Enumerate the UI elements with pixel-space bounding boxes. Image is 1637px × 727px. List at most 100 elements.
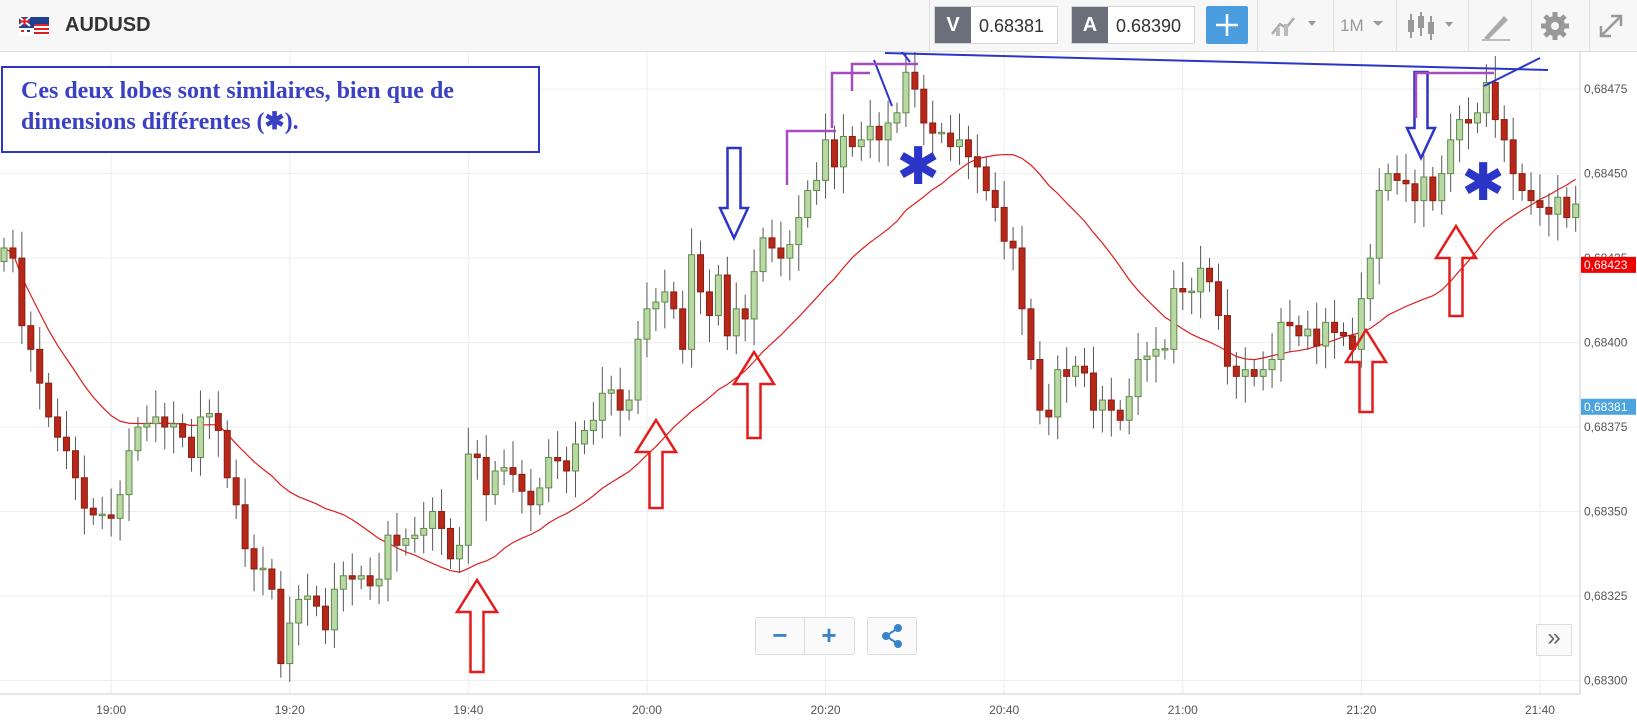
candle-body xyxy=(1081,365,1089,374)
candle xyxy=(1197,245,1205,319)
y-tick-label: 0,68350 xyxy=(1584,505,1628,519)
share-icon xyxy=(882,624,902,648)
share-button[interactable] xyxy=(867,617,917,655)
candle xyxy=(991,172,999,222)
candle-body xyxy=(447,527,454,560)
candle xyxy=(1536,174,1544,226)
candle xyxy=(518,460,526,514)
candle xyxy=(330,562,338,649)
candle xyxy=(625,389,633,421)
candle-body xyxy=(920,88,928,124)
candle-body xyxy=(723,274,731,337)
candle xyxy=(1393,155,1401,195)
candle xyxy=(1259,351,1267,391)
x-tick-label: 19:40 xyxy=(453,703,483,717)
candle xyxy=(71,436,79,501)
candle-body xyxy=(1241,369,1249,377)
candle-body xyxy=(1179,288,1187,293)
fullscreen-button[interactable] xyxy=(1597,12,1625,40)
candle xyxy=(1491,56,1499,138)
fullscreen-icon xyxy=(1599,14,1623,38)
candle-body xyxy=(1170,288,1178,350)
candle-body xyxy=(875,125,883,141)
purple-step xyxy=(1414,71,1494,118)
candle-body xyxy=(286,622,294,665)
candle-body xyxy=(1384,173,1392,192)
candle xyxy=(259,546,267,596)
candle-body xyxy=(268,568,276,590)
candle xyxy=(1366,243,1374,321)
candle-body xyxy=(1491,81,1499,121)
candle-body xyxy=(1313,328,1321,347)
candle xyxy=(286,596,294,682)
scroll-right-button[interactable]: » xyxy=(1536,624,1572,656)
candle-body xyxy=(697,254,705,293)
candle xyxy=(589,402,597,445)
ask-value: 0.68390 xyxy=(1116,16,1182,36)
candle-body xyxy=(357,575,365,580)
candle xyxy=(161,402,169,450)
candle xyxy=(1375,168,1383,285)
candle-body xyxy=(1357,298,1365,350)
candle-body xyxy=(822,139,830,181)
price-chart[interactable]: ✱✱ 0,684750,684500,684250,684000,683750,… xyxy=(0,52,1637,727)
candle xyxy=(348,553,356,606)
candle-body xyxy=(1027,308,1035,360)
candle-style-button[interactable] xyxy=(1405,10,1465,42)
candle xyxy=(1214,263,1222,330)
candle xyxy=(893,102,901,134)
settings-button[interactable] xyxy=(1540,11,1570,41)
ask-price-box[interactable]: A 0.68390 xyxy=(1071,6,1195,44)
resistance-line xyxy=(884,52,1549,71)
ma-badge-value: 0,68423 xyxy=(1584,258,1628,272)
candle-body xyxy=(1063,369,1071,377)
candle-body xyxy=(625,399,633,411)
candle xyxy=(402,528,410,556)
candle xyxy=(1331,300,1339,359)
bid-tag: V xyxy=(935,7,971,43)
bid-price-box[interactable]: V 0.68381 xyxy=(934,6,1058,44)
draw-tool-button[interactable] xyxy=(1480,10,1512,42)
candle-body xyxy=(866,125,874,141)
candle-body xyxy=(277,588,285,665)
candle-body xyxy=(348,575,356,580)
candle-body xyxy=(563,460,571,472)
zoom-out-button[interactable]: − xyxy=(756,618,805,654)
candles xyxy=(0,52,1580,682)
flag-icon xyxy=(19,17,49,36)
candle-body xyxy=(402,538,410,546)
candle-body xyxy=(1286,321,1294,327)
candle-body xyxy=(1232,365,1240,377)
candle xyxy=(714,264,722,326)
candle xyxy=(1179,262,1187,311)
candle-body xyxy=(1036,358,1044,411)
candle-body xyxy=(411,534,419,540)
chart-type-button[interactable] xyxy=(1270,12,1324,40)
zoom-in-button[interactable]: + xyxy=(821,620,837,650)
candle-body xyxy=(339,575,347,590)
candle xyxy=(759,227,767,282)
candle xyxy=(393,512,401,572)
candle xyxy=(500,449,508,486)
candle-body xyxy=(1518,173,1526,192)
crosshair-button[interactable] xyxy=(1206,6,1248,44)
candle-body xyxy=(89,507,97,516)
candle xyxy=(768,219,776,263)
symbol-title: AUDUSD xyxy=(65,14,151,36)
candle-body xyxy=(777,247,785,259)
candle xyxy=(170,401,178,454)
crosshair-icon xyxy=(1216,14,1238,36)
candle-body xyxy=(63,436,71,452)
candle xyxy=(634,320,642,415)
candle xyxy=(857,121,865,161)
candle xyxy=(223,420,231,488)
timeframe-dropdown[interactable]: 1M xyxy=(1334,0,1394,51)
candle-body xyxy=(1161,348,1169,351)
x-tick-label: 19:20 xyxy=(275,703,305,717)
candle xyxy=(536,477,544,515)
candle-body xyxy=(1482,81,1490,114)
candle-body xyxy=(589,419,597,431)
candle-body xyxy=(330,588,338,631)
candle xyxy=(27,311,35,372)
candle xyxy=(1170,270,1178,364)
